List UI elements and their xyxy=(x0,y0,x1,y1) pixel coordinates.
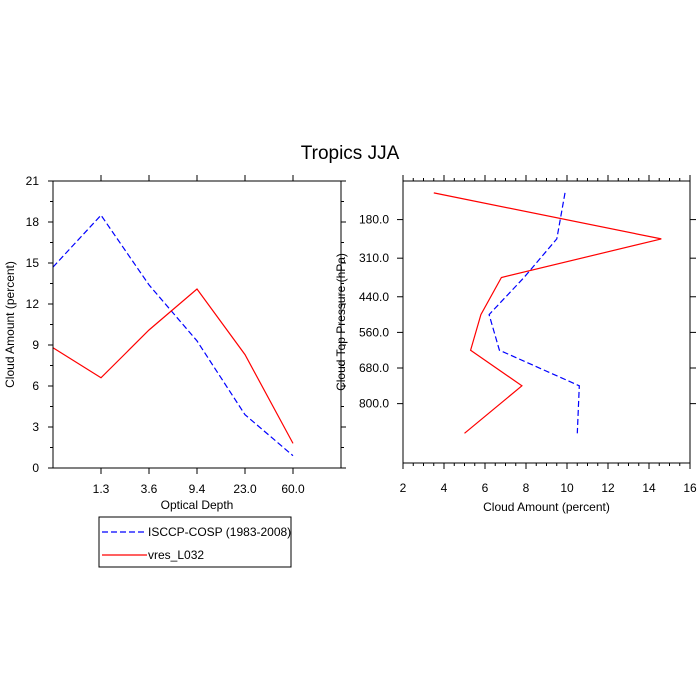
right-x-tick-label: 10 xyxy=(560,481,574,495)
right-x-tick-label: 2 xyxy=(400,481,407,495)
right-plot-lines xyxy=(433,192,662,434)
right-y-tick-label: 680.0 xyxy=(359,361,389,375)
right-x-tick-label: 16 xyxy=(683,481,697,495)
left-y-tick-label: 3 xyxy=(32,420,39,434)
right-y-tick-label: 180.0 xyxy=(359,213,389,227)
left-series-obs-line xyxy=(52,214,294,457)
right-x-tick-label: 4 xyxy=(441,481,448,495)
left-y-tick-label: 9 xyxy=(32,338,39,352)
figure-title: Tropics JJA xyxy=(301,143,400,164)
pressure-panel: 2 4 6 8 10 12 14 16 180.0 310.0 440.0 560.0 680.0 800… xyxy=(334,175,697,514)
right-y-tick-label: 440.0 xyxy=(359,290,389,304)
optical-depth-panel: 0 3 6 9 12 15 18 21 1.3 3.6 9.4 23.0 60.0 Optical De… xyxy=(3,174,346,512)
left-y-axis-label: Cloud Amount (percent) xyxy=(3,261,17,388)
right-x-tick-label: 12 xyxy=(601,481,615,495)
left-y-tick-label: 0 xyxy=(32,461,39,475)
left-x-axis-label: Optical Depth xyxy=(161,498,234,512)
legend: ISCCP-COSP (1983-2008) vres_L032 xyxy=(98,516,292,568)
left-series-model-line xyxy=(52,288,294,444)
legend-box xyxy=(98,516,292,568)
right-plot-frame xyxy=(402,180,691,464)
right-x-axis-label: Cloud Amount (percent) xyxy=(483,500,610,514)
left-x-tick-label: 1.3 xyxy=(93,482,110,496)
left-x-tick-label: 3.6 xyxy=(141,482,158,496)
left-axis-ticks: 0 3 6 9 12 15 18 21 1.3 3.6 9.4 23.0 60.0 xyxy=(26,174,346,496)
right-y-tick-label: 560.0 xyxy=(359,325,389,339)
right-x-tick-label: 6 xyxy=(482,481,489,495)
left-y-tick-label: 6 xyxy=(32,379,39,393)
left-x-tick-label: 60.0 xyxy=(281,482,305,496)
right-y-tick-label: 800.0 xyxy=(359,397,389,411)
right-y-tick-label: 310.0 xyxy=(359,251,389,265)
left-y-tick-label: 21 xyxy=(26,174,40,188)
right-series-model-line xyxy=(433,192,662,434)
left-x-tick-label: 23.0 xyxy=(233,482,257,496)
left-y-tick-label: 15 xyxy=(26,256,40,270)
right-y-axis-label: Cloud Top Pressure (hPa) xyxy=(334,253,348,391)
left-x-tick-label: 9.4 xyxy=(189,482,206,496)
left-plot-lines xyxy=(52,214,294,457)
right-x-tick-label: 8 xyxy=(523,481,530,495)
legend-label-obs: ISCCP-COSP (1983-2008) xyxy=(148,525,291,539)
right-axis-ticks: 2 4 6 8 10 12 14 16 180.0 310.0 440.0 560.0 680.0 800… xyxy=(359,175,697,495)
right-series-obs-line xyxy=(488,192,580,434)
left-plot-frame xyxy=(52,180,342,469)
legend-label-model: vres_L032 xyxy=(148,548,204,562)
left-y-tick-label: 12 xyxy=(26,297,40,311)
right-x-tick-label: 14 xyxy=(642,481,656,495)
left-y-tick-label: 18 xyxy=(26,215,40,229)
